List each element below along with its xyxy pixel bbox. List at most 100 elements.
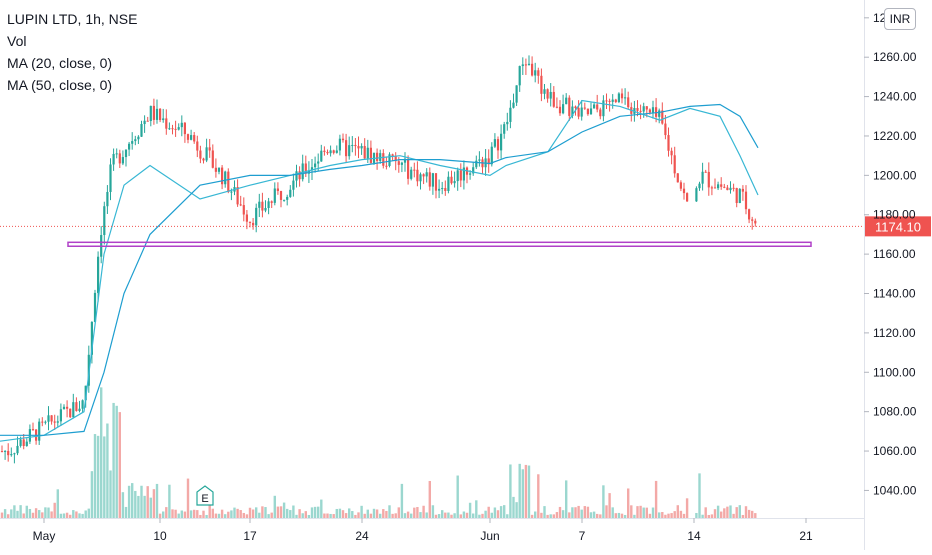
volume-bar [654,480,658,518]
candle-body [726,187,729,191]
volume-bar [149,497,152,518]
candle-body [199,150,202,159]
candle-body [72,402,75,418]
candle-body [661,110,664,124]
legend-volume[interactable]: Vol [7,33,27,49]
volume-bar [267,514,270,518]
candle-body [602,100,605,117]
candle-body [279,190,283,200]
volume-bar [177,513,180,518]
candle-body [428,172,431,187]
candle-body [748,209,751,220]
candle-body [438,188,441,191]
candle-body [642,106,645,112]
volume-bar [561,510,565,518]
candle-body [518,66,521,86]
candle-body [329,150,332,154]
candle-body [289,189,292,197]
volume-bar [583,506,586,518]
candle-body [109,164,112,192]
volume-bar [317,506,320,518]
volume-bar [258,512,261,518]
volume-bar [118,412,121,518]
volume-bar [22,513,25,518]
volume-bar [530,514,534,518]
candle-body [397,161,400,165]
candle-body [611,99,614,102]
candle-body [444,188,447,191]
candle-body [658,110,661,117]
candle-body [258,201,261,208]
candle-body [292,180,295,190]
candle-body [717,184,720,189]
candle-body [543,89,546,94]
volume-bar [410,513,413,518]
symbol-title[interactable]: LUPIN LTD, 1h, NSE [7,11,138,27]
candle-body [84,385,87,401]
candle-body [496,139,500,151]
candle-body [679,182,682,189]
volume-bar [751,510,754,518]
candle-body [441,188,444,190]
candle-body [493,139,496,147]
candle-body [75,402,78,412]
volume-bar [341,510,345,518]
candle-body [354,144,357,147]
volume-bar [534,511,537,518]
volume-bar [521,469,524,518]
earnings-marker-icon [196,485,214,506]
volume-bar [546,514,549,518]
candle-body [50,415,53,422]
volume-bar [230,510,233,518]
moving-averages [0,99,759,442]
candle-body [608,100,611,102]
legend: LUPIN LTD, 1h, NSE Vol MA (20, close, 0)… [7,8,137,96]
volume-bar [664,514,667,518]
candle-body [264,207,267,211]
candle-body [143,120,146,125]
candle-body [25,441,28,447]
volume-bar [19,505,22,518]
volume-bar [348,508,351,518]
volume-bar [372,508,376,518]
ma20-line [0,99,759,442]
legend-ma20[interactable]: MA (20, close, 0) [7,55,113,71]
currency-badge[interactable]: INR [884,8,916,30]
candle-body [106,191,109,207]
legend-ma50[interactable]: MA (50, close, 0) [7,77,113,93]
volume-bar [189,510,193,518]
volume-bar [69,514,72,518]
candle-body [586,108,589,115]
volume-bar [93,434,97,518]
candle-body [754,220,757,224]
candle-body [19,439,22,446]
volume-bar [493,507,497,518]
volume-bar [540,512,543,518]
y-tick-label: 1160.00 [873,247,916,261]
volume-bar [642,507,645,518]
x-tick-label: 17 [243,529,257,543]
volume-bar [38,510,41,518]
candle-body [670,150,673,156]
volume-bar [323,513,326,518]
candle-body [314,163,317,168]
candle-body [245,214,248,222]
candle-body [639,110,642,112]
volume-bar [385,510,388,518]
candle-body [121,157,124,164]
candle-body [624,97,627,99]
candle-body [332,150,335,153]
candle-body [741,188,744,192]
volume-bar [0,512,4,518]
candle-body [252,222,255,226]
candle-body [453,181,456,184]
candle-body [540,75,543,94]
candle-body [56,421,59,423]
candle-body [422,174,425,177]
candle-body [360,146,363,149]
candle-body [81,400,84,409]
candle-body [10,454,13,456]
volume-bar [90,471,94,518]
